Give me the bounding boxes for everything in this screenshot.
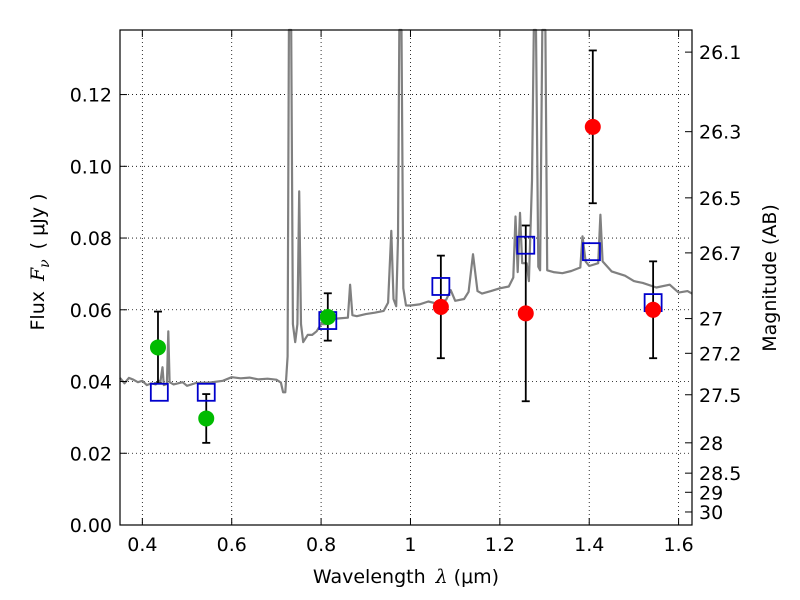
observed-circle-marker	[149, 339, 166, 356]
x-axis-label: Wavelength λ (μm)	[313, 566, 499, 588]
magnitude-tick-label: 26.1	[699, 42, 741, 64]
magnitude-tick-label: 28.5	[699, 463, 741, 485]
y-tick-label: 0.10	[70, 156, 112, 178]
spectrum-line	[119, 28, 693, 394]
spectrum-series	[119, 28, 693, 394]
y-tick-label: 0.02	[70, 443, 112, 465]
observed-points	[149, 118, 662, 427]
x-tick-label: 0.6	[217, 534, 247, 556]
plot-frame	[119, 29, 693, 526]
y-axis-label: Flux Fν ( μJy )	[27, 193, 53, 330]
x-tick-label: 0.8	[306, 534, 336, 556]
model-square-marker	[149, 382, 169, 402]
x-tick-label: 1.2	[485, 534, 515, 556]
observed-circle-marker	[517, 305, 534, 322]
observed-circle-marker	[432, 298, 449, 315]
observed-circle-marker	[584, 118, 601, 135]
magnitude-tick-label: 30	[699, 502, 723, 524]
x-tick-label: 1.6	[663, 534, 693, 556]
x-tick-label: 0.4	[127, 534, 157, 556]
magnitude-tick-label: 27.2	[699, 343, 741, 365]
x-tick-label: 1.4	[574, 534, 604, 556]
y-tick-label: 0.00	[70, 515, 112, 537]
x-axis-label-text: Wavelength	[313, 566, 426, 588]
x-axis-symbol: λ	[435, 566, 448, 588]
magnitude-tick-label: 26.3	[699, 122, 741, 144]
y-axis-unit: ( μJy )	[27, 193, 49, 249]
model-square-marker	[431, 277, 451, 296]
observed-circle-marker	[319, 308, 336, 325]
model-square-marker	[196, 382, 216, 402]
magnitude-tick-label: 26.7	[699, 243, 741, 265]
magnitude-tick-label: 29	[699, 482, 723, 504]
y-axis-symbol: F	[27, 267, 49, 282]
x-tick-label: 1	[404, 534, 416, 556]
grid	[120, 30, 692, 525]
observed-circle-marker	[198, 410, 215, 427]
y2-axis-label: Magnitude (AB)	[759, 204, 781, 352]
magnitude-tick-label: 26.5	[699, 188, 741, 210]
x-tick-labels: 0.4 0.6 0.8 1 1.2 1.4 1.6	[127, 534, 693, 556]
magnitude-tick-label: 27	[699, 309, 723, 331]
model-square-marker	[516, 235, 536, 255]
observed-circle-marker	[645, 301, 662, 318]
y-tick-label: 0.06	[70, 300, 112, 322]
model-square-marker	[582, 242, 601, 262]
y-tick-label: 0.04	[70, 372, 112, 394]
magnitude-tick-label: 28	[699, 433, 723, 455]
y-tick-labels: 0.00 0.02 0.04 0.06 0.08 0.10 0.12	[70, 85, 112, 537]
y-axis-subscript: ν	[37, 259, 53, 268]
y-axis-label-text: Flux	[27, 291, 49, 331]
axis-ticks	[120, 30, 692, 526]
x-axis-unit: (μm)	[454, 566, 499, 588]
magnitude-tick-label: 27.5	[699, 385, 741, 407]
y-tick-label: 0.12	[70, 85, 112, 107]
y-tick-label: 0.08	[70, 228, 112, 250]
